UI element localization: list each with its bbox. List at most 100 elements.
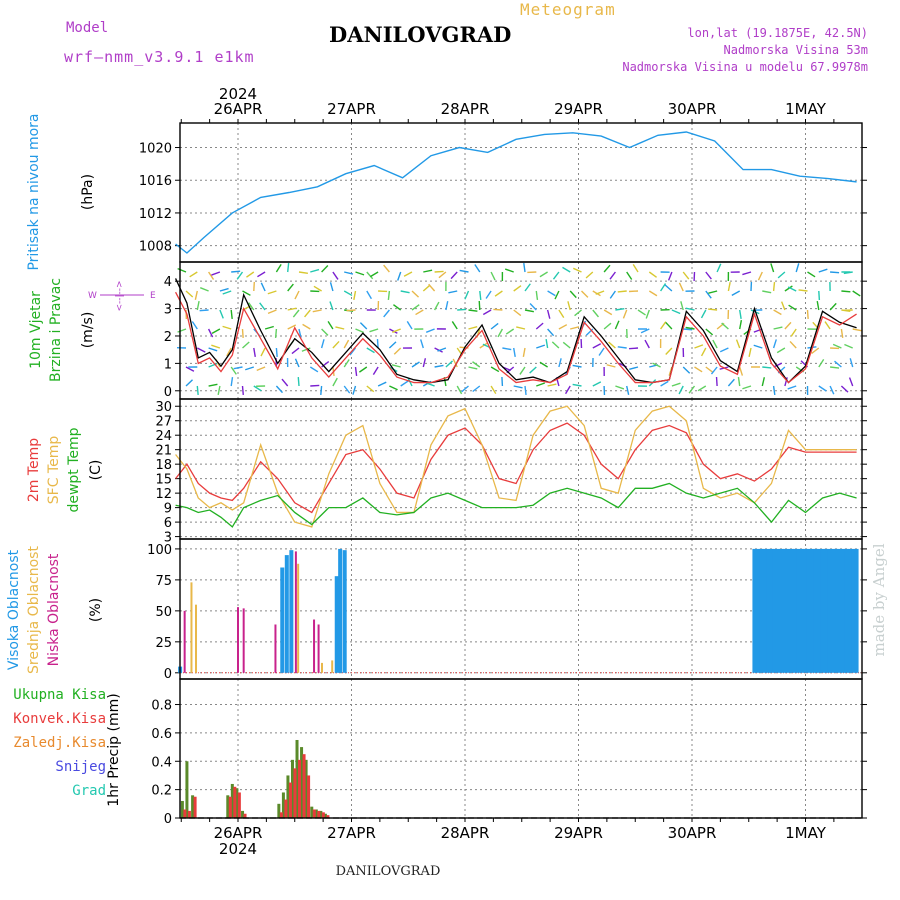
wind-arrow	[329, 301, 334, 311]
precip-bar	[293, 768, 297, 818]
temp-line	[175, 482, 857, 528]
wind-arrow	[343, 359, 350, 368]
precip-bar	[314, 809, 318, 818]
wind-arrow	[353, 290, 357, 300]
cloud-bar	[772, 548, 777, 673]
pressure-ytick-label: 1012	[139, 207, 172, 222]
wind-arrow	[493, 308, 503, 311]
wind-arrow	[245, 366, 255, 371]
temp-ytick-label: 24	[155, 429, 172, 444]
wind-arrow	[570, 326, 580, 330]
wind-arrow	[472, 361, 481, 368]
wind-arrow	[562, 266, 571, 273]
wind-arrow	[208, 271, 215, 280]
wind-arrow	[231, 270, 241, 273]
cloud-bar	[284, 555, 289, 673]
wind-ytick-label: 3	[164, 303, 172, 318]
wind-arrow	[852, 328, 862, 332]
cloud-bar	[317, 624, 320, 673]
wind-arrow	[428, 283, 436, 292]
wind-arrow	[370, 271, 379, 278]
wind-arrow	[403, 271, 413, 277]
wind-arrow	[524, 385, 527, 396]
wind-arrow	[615, 385, 625, 390]
wind-arrow	[700, 309, 707, 319]
precip-bar	[304, 759, 308, 818]
wind-arrow	[551, 341, 560, 349]
precip-bar	[228, 796, 232, 818]
wind-arrow	[230, 376, 234, 387]
wind-arrow	[355, 328, 365, 334]
wind-arrow	[437, 347, 447, 352]
precip-bar	[281, 792, 285, 818]
date-tick-bottom: 29APR	[554, 824, 603, 842]
precip-bar	[277, 803, 281, 818]
wind-speed-line	[174, 291, 857, 384]
wind-arrow	[343, 290, 353, 297]
wind-arrow	[617, 290, 627, 293]
cloud-bar	[190, 582, 193, 673]
wind-arrow	[632, 264, 639, 273]
date-tick-bottom: 1MAY	[785, 824, 827, 842]
wind-arrow	[287, 324, 297, 330]
wind-arrow	[727, 378, 735, 387]
wind-arrow	[456, 385, 463, 395]
wind-arrow	[343, 339, 350, 349]
wind-arrow	[236, 271, 244, 280]
wind-arrow	[564, 385, 571, 395]
wind-arrow	[208, 347, 218, 352]
wind-arrow	[196, 347, 206, 353]
wind-arrow	[770, 263, 775, 273]
wind-arrow	[479, 290, 482, 301]
precip-bar	[279, 812, 283, 818]
wind-arrow	[688, 385, 696, 394]
wind-arrow	[406, 320, 413, 330]
wind-arrow	[843, 271, 853, 275]
wind-arrow	[773, 326, 783, 330]
wind-arrow	[680, 301, 684, 311]
wind-arrow	[807, 271, 816, 278]
wind-arrow	[523, 262, 526, 273]
wind-arrow	[603, 309, 613, 316]
precip-bar	[290, 759, 294, 818]
wind-arrow	[852, 290, 861, 297]
wind-arrow	[366, 271, 374, 280]
precip-legend-item: Grad	[72, 783, 106, 799]
wind-arrow	[464, 290, 470, 300]
wind-arrow	[366, 347, 375, 354]
wind-arrow	[434, 270, 444, 273]
wind-arrow	[397, 271, 402, 281]
cloud-bar	[783, 548, 788, 673]
wind-arrow	[757, 271, 763, 281]
wind-arrow	[461, 385, 469, 393]
wind-arrow	[425, 382, 435, 387]
cloud-bar	[847, 548, 852, 673]
wind-arrow	[490, 385, 497, 395]
wind-arrow	[705, 290, 712, 299]
wind-arrow	[451, 321, 458, 330]
wind-arrow	[628, 347, 639, 350]
wind-ytick-label: 4	[164, 275, 172, 290]
temp-ytick-label: 3	[164, 531, 172, 546]
wind-arrow	[304, 309, 311, 318]
precip-legend-item: Snijeg	[55, 759, 106, 775]
wind-arrow	[388, 341, 397, 349]
wind-arrow	[524, 309, 534, 313]
temp-ytick-label: 30	[155, 400, 172, 415]
wind-arrow	[332, 377, 338, 387]
wind-arrow	[545, 339, 549, 349]
wind-arrow	[468, 326, 478, 330]
precip-bar	[183, 809, 187, 818]
date-tick-bottom: 30APR	[668, 824, 717, 842]
wind-arrow	[598, 347, 605, 356]
cloud-bar	[827, 548, 832, 673]
wind-arrow	[253, 385, 262, 392]
wind-arrow	[275, 385, 284, 394]
wind-arrow	[772, 385, 776, 396]
cloud-bar	[817, 548, 822, 673]
wind-arrow	[359, 366, 368, 373]
wind-arrow	[274, 328, 278, 339]
wind-arrow	[352, 385, 357, 395]
wind-arrow	[474, 264, 481, 273]
wind-arrow	[595, 290, 605, 295]
